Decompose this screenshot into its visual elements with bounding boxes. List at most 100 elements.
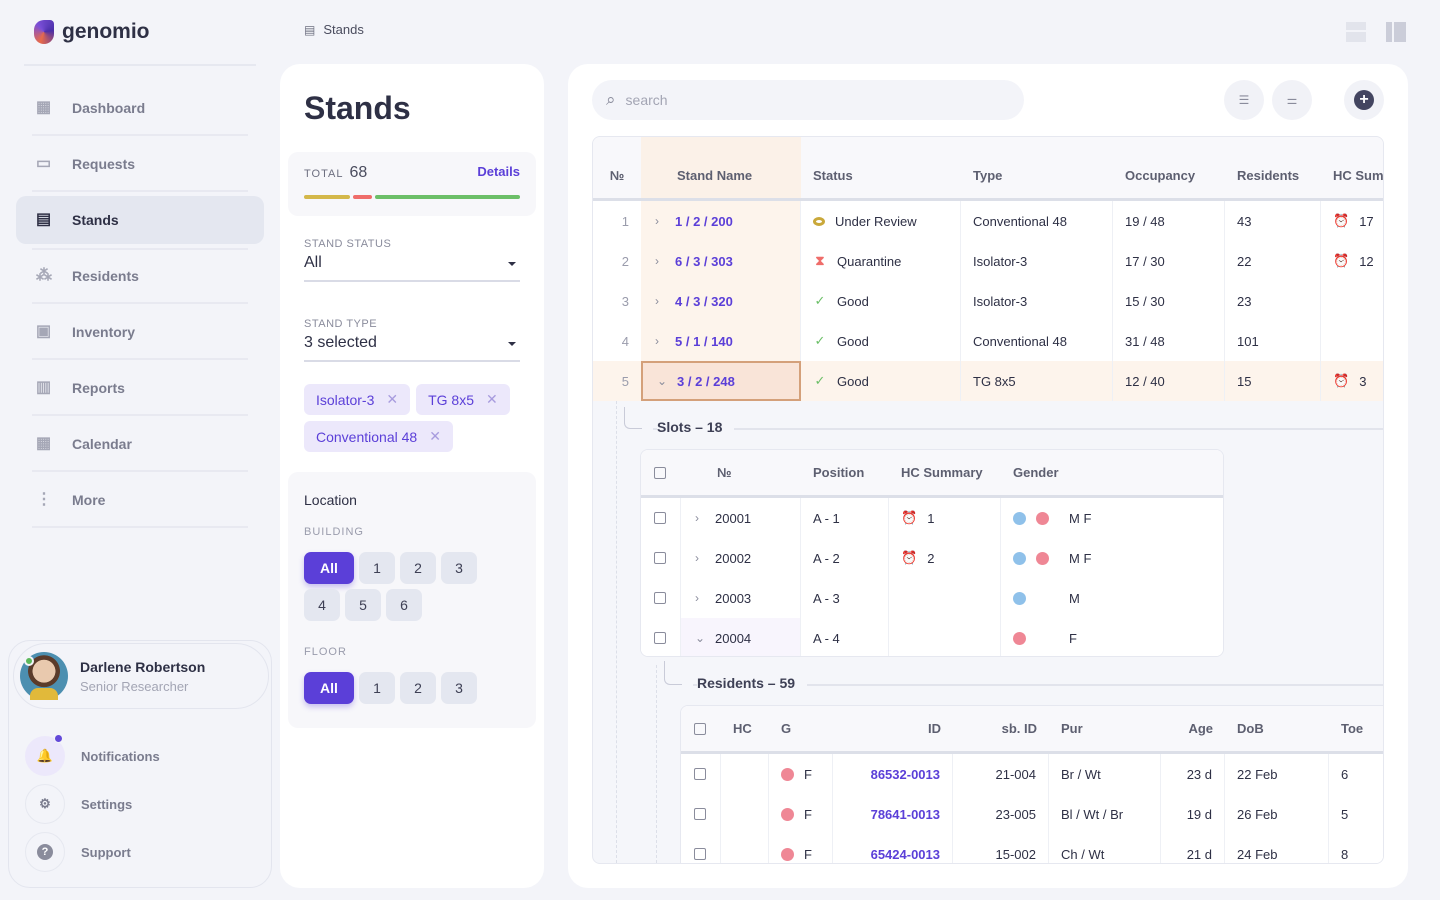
column-header[interactable]: HC Summary (901, 465, 983, 480)
building-button-4[interactable]: 4 (304, 589, 340, 621)
stand-row[interactable]: 3 › 4 / 3 / 320 ✓ Good Isolator-3 15 / 30 23 (593, 281, 1383, 321)
stand-row[interactable]: 2 › 6 / 3 / 303 ⧗ Quarantine Isolator-3 17 / 3… (593, 241, 1383, 281)
stand-row[interactable]: 5 ⌄ 3 / 2 / 248 ✓ Good TG 8x5 12 / 40 15 ⏰ 3 (593, 361, 1383, 401)
column-header[interactable]: sb. ID (1001, 721, 1037, 736)
floor-button-1[interactable]: 1 (359, 672, 395, 704)
slot-row[interactable]: › 20002 A - 2 ⏰ 2 M F (641, 538, 1223, 578)
chevron-right-icon[interactable]: › (655, 254, 659, 268)
remove-chip-icon[interactable]: ✕ (486, 391, 498, 407)
row-checkbox[interactable] (654, 512, 666, 524)
remove-chip-icon[interactable]: ✕ (429, 428, 441, 444)
layout-rows-icon[interactable] (1346, 22, 1366, 42)
sidebar-item-dashboard[interactable]: ▦ Dashboard (16, 80, 264, 136)
sidebar-item-requests[interactable]: ▭ Requests (16, 136, 264, 192)
building-button-6[interactable]: 6 (386, 589, 422, 621)
resident-id-link[interactable]: 86532-0013 (870, 766, 940, 782)
sidebar-item-residents[interactable]: ⁂ Residents (16, 248, 264, 304)
column-header[interactable]: HC (733, 721, 752, 736)
stand-name-link[interactable]: 6 / 3 / 303 (675, 253, 733, 269)
column-header[interactable]: HC Summ (1333, 168, 1384, 183)
stand-row[interactable]: 4 › 5 / 1 / 140 ✓ Good Conventional 48 31 / 48… (593, 321, 1383, 361)
stand-status-select[interactable]: STAND STATUS All (304, 238, 520, 282)
building-button-3[interactable]: 3 (441, 552, 477, 584)
add-stand-button[interactable]: + (1344, 80, 1384, 120)
settings-button[interactable]: ⚙ Settings (25, 784, 132, 824)
row-checkbox[interactable] (694, 848, 706, 860)
column-header[interactable]: № (717, 465, 732, 480)
resident-row[interactable]: F 86532-0013 21-004 Br / Wt 23 d 22 Feb 6 (681, 754, 1383, 794)
sidebar-item-inventory[interactable]: ▣ Inventory (16, 304, 264, 360)
search-input[interactable]: ⌕ search (592, 80, 1024, 120)
column-header[interactable]: Occupancy (1125, 168, 1196, 183)
support-button[interactable]: ? Support (25, 832, 131, 872)
sidebar-item-label: Requests (72, 156, 136, 172)
column-header[interactable]: Stand Name (641, 137, 801, 198)
chevron-right-icon[interactable]: › (695, 591, 699, 605)
column-header[interactable]: Gender (1013, 465, 1059, 480)
sidebar-item-more[interactable]: ⋮ More (16, 472, 264, 528)
row-checkbox[interactable] (654, 552, 666, 564)
row-checkbox[interactable] (654, 632, 666, 644)
floor-button-3[interactable]: 3 (441, 672, 477, 704)
resident-row[interactable]: F 78641-0013 23-005 Bl / Wt / Br 19 d 26 Feb 5 (681, 794, 1383, 834)
app-logo[interactable]: genomio (34, 20, 150, 44)
caret-down-icon (508, 342, 516, 346)
chevron-down-icon[interactable]: ⌄ (657, 374, 668, 388)
chevron-right-icon[interactable]: › (655, 334, 659, 348)
column-header[interactable]: Position (813, 465, 865, 480)
column-header[interactable]: Pur (1061, 721, 1083, 736)
user-profile[interactable]: Darlene Robertson Senior Researcher (13, 643, 269, 709)
stand-name-link[interactable]: 4 / 3 / 320 (675, 293, 733, 309)
floor-button-all[interactable]: All (304, 672, 354, 704)
column-header[interactable]: № (609, 168, 625, 183)
remove-chip-icon[interactable]: ✕ (386, 391, 399, 407)
status-bar-segment (304, 195, 351, 199)
chevron-right-icon[interactable]: › (695, 551, 699, 565)
tree-line (616, 401, 617, 863)
sidebar-item-stands[interactable]: ▤ Stands (16, 196, 264, 250)
chevron-right-icon[interactable]: › (695, 511, 699, 525)
select-all-checkbox[interactable] (694, 722, 706, 735)
row-checkbox[interactable] (654, 592, 666, 604)
resident-id-link[interactable]: 78641-0013 (870, 806, 940, 822)
floor-button-2[interactable]: 2 (400, 672, 436, 704)
details-link[interactable]: Details (477, 164, 520, 179)
sidebar-item-calendar[interactable]: ▦ Calendar (16, 416, 264, 472)
layout-columns-icon[interactable] (1386, 22, 1406, 42)
stand-type-select[interactable]: STAND TYPE 3 selected (304, 318, 520, 362)
archive-icon: ▣ (36, 323, 52, 340)
stand-row[interactable]: 1 › 1 / 2 / 200 Under Review Conventional 48… (593, 201, 1383, 241)
sidebar-item-reports[interactable]: ▥ Reports (16, 360, 264, 416)
chevron-right-icon[interactable]: › (655, 294, 659, 308)
filter-button[interactable]: ☰ (1224, 80, 1264, 120)
resident-row[interactable]: F 65424-0013 15-002 Ch / Wt 21 d 24 Feb 8 (681, 834, 1383, 863)
column-header[interactable]: G (781, 721, 792, 736)
check-icon: ✓ (814, 373, 826, 388)
stand-name-link[interactable]: 1 / 2 / 200 (675, 213, 733, 229)
select-all-checkbox[interactable] (654, 466, 666, 479)
chevron-down-icon[interactable]: ⌄ (695, 631, 706, 645)
row-checkbox[interactable] (694, 808, 706, 820)
building-button-1[interactable]: 1 (359, 552, 395, 584)
building-button-2[interactable]: 2 (400, 552, 436, 584)
column-header[interactable]: Age (1188, 721, 1213, 736)
building-button-5[interactable]: 5 (345, 589, 381, 621)
chevron-right-icon[interactable]: › (655, 214, 659, 228)
column-header[interactable]: Toe (1341, 721, 1364, 736)
column-header[interactable]: Type (973, 168, 1003, 183)
stand-name-link[interactable]: 3 / 2 / 248 (677, 373, 735, 389)
notifications-button[interactable]: 🔔 Notifications (25, 734, 160, 776)
resident-id-link[interactable]: 65424-0013 (870, 846, 940, 862)
column-header[interactable]: ID (928, 721, 941, 736)
column-header[interactable]: DoB (1237, 721, 1264, 736)
building-button-all[interactable]: All (304, 552, 354, 584)
slot-row[interactable]: › 20001 A - 1 ⏰ 1 M F (641, 498, 1223, 538)
column-header[interactable]: Status (813, 168, 853, 183)
adjust-columns-button[interactable]: ⚌ (1272, 80, 1312, 120)
stand-name-link[interactable]: 5 / 1 / 140 (675, 333, 733, 349)
filter-panel: Stands TOTAL 68 Details STAND STATUS All S… (280, 64, 544, 888)
row-checkbox[interactable] (694, 768, 706, 780)
column-header[interactable]: Residents (1237, 168, 1300, 183)
